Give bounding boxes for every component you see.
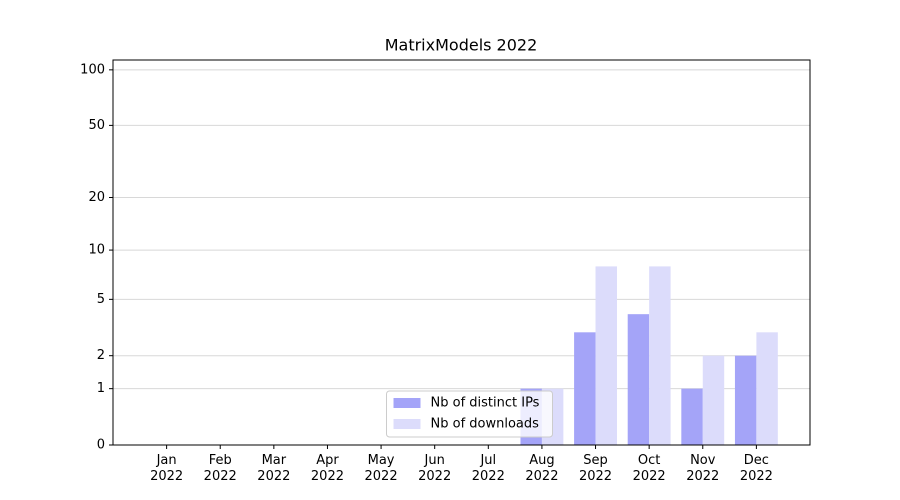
bar (702, 355, 725, 445)
legend-swatch (393, 419, 421, 429)
x-tick-label: Sep 2022 (578, 453, 613, 484)
x-tick-label: Dec 2022 (739, 453, 773, 484)
bar (681, 388, 703, 445)
x-tick-label: Apr 2022 (310, 453, 344, 484)
legend: Nb of distinct IPs Nb of downloads (386, 390, 553, 438)
x-tick-label: Nov 2022 (686, 453, 720, 484)
x-tick-label: Mar 2022 (257, 453, 291, 484)
x-tick-label: Jun 2022 (418, 453, 452, 484)
legend-label: Nb of distinct IPs (431, 396, 540, 411)
x-tick-label: Oct 2022 (632, 453, 666, 484)
chart-title: MatrixModels 2022 (385, 36, 538, 55)
y-tick-label: 2 (97, 348, 105, 363)
bar (595, 266, 617, 445)
y-tick-label: 10 (88, 243, 105, 258)
bar (574, 332, 596, 445)
legend-box (386, 390, 553, 438)
y-tick-label: 5 (97, 292, 105, 307)
x-tick-label: Aug 2022 (525, 453, 559, 484)
y-tick-label: 20 (88, 190, 105, 205)
x-tick-label: Jul 2022 (471, 453, 505, 484)
plot-frame (112, 59, 811, 446)
x-tick-label: May 2022 (364, 453, 398, 484)
y-tick-label: 50 (88, 118, 105, 133)
y-tick-label: 1 (97, 381, 105, 396)
legend-label: Nb of downloads (431, 417, 540, 432)
legend-swatch (393, 398, 421, 408)
bar (756, 332, 778, 445)
y-tick-label: 0 (97, 438, 105, 453)
y-tick-label: 100 (80, 62, 105, 77)
bar (734, 355, 757, 445)
x-tick-label: Jan 2022 (150, 453, 184, 484)
bar (627, 314, 650, 445)
x-tick-label: Feb 2022 (203, 453, 237, 484)
bar (649, 266, 671, 445)
